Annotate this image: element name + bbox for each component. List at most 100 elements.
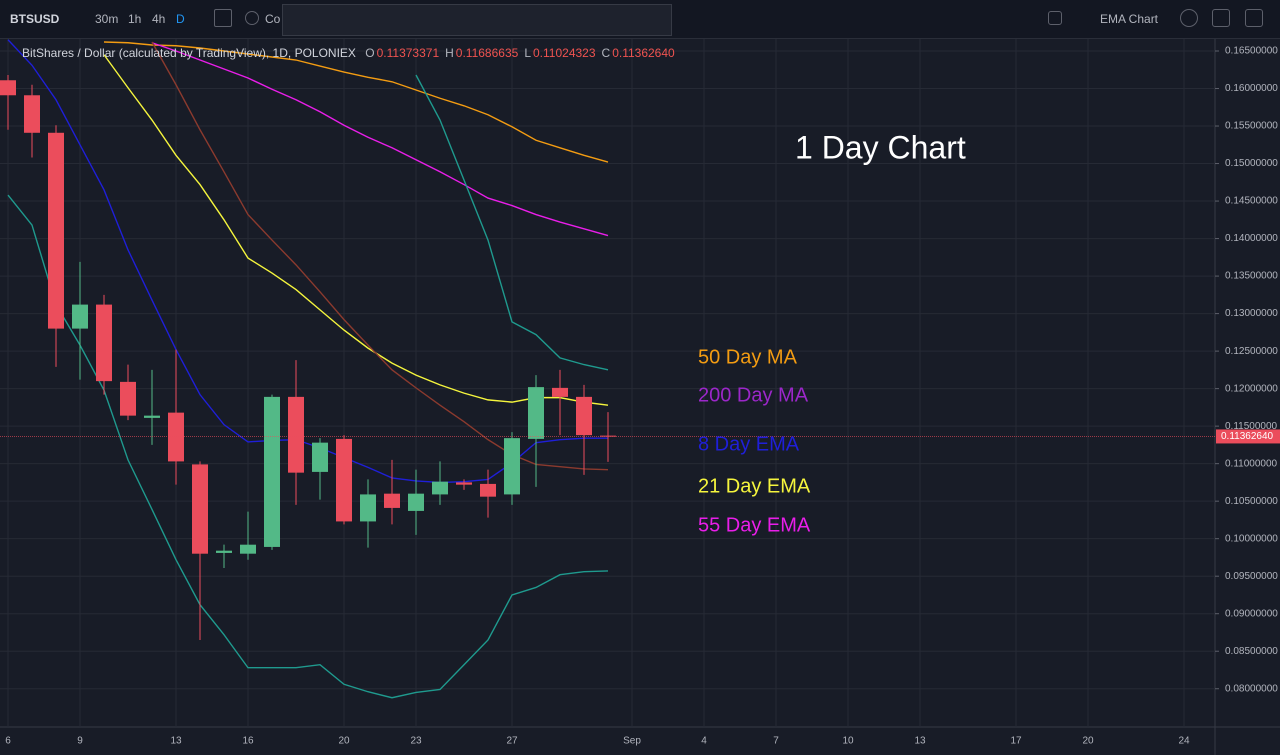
candle-body [216, 550, 232, 553]
indicator-line [103, 54, 609, 406]
y-tick-label: 0.11500000 [1225, 421, 1278, 432]
candle-body [72, 304, 88, 329]
legend-value: 0.11024323 [533, 46, 596, 60]
plot-area [0, 38, 1215, 727]
symbol-description: BitShares / Dollar (calculated by Tradin… [22, 46, 356, 60]
x-tick-label: 10 [842, 736, 854, 747]
y-tick-label: 0.11000000 [1225, 458, 1278, 469]
indicator-line [103, 41, 609, 163]
fullscreen-icon[interactable] [1212, 9, 1230, 27]
candle-body [192, 464, 208, 554]
indicator-line [151, 41, 609, 471]
x-tick-label: 16 [242, 736, 254, 747]
snapshot-icon[interactable] [1245, 9, 1263, 27]
compare-icon[interactable] [245, 11, 259, 25]
last-price-badge [1216, 429, 1280, 444]
interval[interactable]: 1h [128, 12, 142, 26]
annotation: 55 Day EMA [698, 514, 811, 536]
y-tick-label: 0.10500000 [1225, 496, 1278, 507]
last-price-label: 0.11362640 [1221, 431, 1274, 442]
legend-value: 0.11686635 [455, 46, 519, 60]
candle-body [408, 493, 424, 511]
x-tick-label: Sep [623, 736, 641, 747]
y-tick-label: 0.14000000 [1225, 233, 1278, 244]
layout-name[interactable]: EMA Chart [1100, 12, 1159, 26]
grid [0, 38, 1215, 727]
y-tick-label: 0.13000000 [1225, 308, 1278, 319]
candle-body [336, 438, 352, 522]
x-tick-label: 13 [914, 736, 926, 747]
legend-key: O [365, 46, 375, 60]
x-tick-label: 20 [1082, 736, 1094, 747]
chart-style-icon[interactable] [214, 9, 232, 27]
settings-icon[interactable] [1180, 9, 1198, 27]
candle-body [456, 482, 472, 485]
legend-header: BitShares / Dollar (calculated by Tradin… [22, 46, 675, 60]
annotation: 21 Day EMA [698, 475, 811, 497]
candle-body [96, 304, 112, 382]
candle-body [528, 387, 544, 439]
candle-body [432, 481, 448, 495]
y-tick-label: 0.12500000 [1225, 346, 1278, 357]
candle-body [504, 438, 520, 495]
candle-body [384, 493, 400, 508]
interval[interactable]: 30m [95, 12, 119, 26]
interval[interactable]: 4h [152, 12, 166, 26]
candle-body [168, 412, 184, 462]
candle-body [120, 381, 136, 416]
x-tick-label: 20 [338, 736, 350, 747]
legend-key: L [524, 46, 531, 60]
legend-value: 0.11373371 [376, 46, 440, 60]
candle-body [24, 95, 40, 133]
interval[interactable]: D [176, 12, 185, 26]
y-tick-label: 0.16500000 [1225, 46, 1278, 57]
x-tick-label: 17 [1010, 736, 1022, 747]
candle-body [480, 483, 496, 497]
y-tick-label: 0.15000000 [1225, 158, 1278, 169]
candle-body [360, 494, 376, 522]
candle-body [264, 396, 280, 547]
annotation: 50 Day MA [698, 346, 798, 368]
indicator-line [415, 74, 609, 371]
y-tick-label: 0.08500000 [1225, 646, 1278, 657]
candle-body [144, 415, 160, 418]
legend-value: 0.11362640 [612, 46, 675, 60]
y-tick-label: 0.14500000 [1225, 196, 1278, 207]
axes: 0.08000000 0.08500000 0.09000000 0.09500000… [5, 46, 1280, 747]
candle-body [0, 80, 16, 96]
y-tick-label: 0.09500000 [1225, 571, 1278, 582]
y-tick-label: 0.15500000 [1225, 121, 1278, 132]
x-tick-label: 6 [5, 736, 11, 747]
candle-body [576, 396, 592, 436]
annotation: 1 Day Chart [795, 129, 966, 165]
y-tick-label: 0.09000000 [1225, 608, 1278, 619]
toolbar: BTSUSD 30m 1h 4h D Co EMA Chart [0, 0, 1280, 39]
annotation: 200 Day MA [698, 384, 809, 406]
symbol[interactable]: BTSUSD [10, 12, 60, 26]
candle-body [312, 442, 328, 472]
y-tick-label: 0.13500000 [1225, 271, 1278, 282]
x-tick-label: 9 [77, 736, 83, 747]
y-tick-label: 0.12000000 [1225, 383, 1278, 394]
x-tick-label: 23 [410, 736, 422, 747]
y-tick-label: 0.08000000 [1225, 683, 1278, 694]
candle-body [240, 544, 256, 554]
checkbox[interactable] [1048, 11, 1062, 25]
x-tick-label: 7 [773, 736, 779, 747]
indicator-line [7, 194, 609, 699]
y-tick-label: 0.16000000 [1225, 83, 1278, 94]
compare[interactable]: Co [265, 12, 281, 26]
x-tick-label: 4 [701, 736, 707, 747]
indicator-line [151, 42, 609, 237]
candle-body [48, 132, 64, 329]
x-tick-label: 24 [1178, 736, 1190, 747]
annotation: 8 Day EMA [698, 433, 800, 455]
candle-body [552, 387, 568, 397]
y-tick-label: 0.10000000 [1225, 533, 1278, 544]
legend-key: H [445, 46, 454, 60]
candle-body [288, 396, 304, 473]
drawing-toolbar [282, 4, 672, 36]
legend-key: C [601, 46, 611, 60]
